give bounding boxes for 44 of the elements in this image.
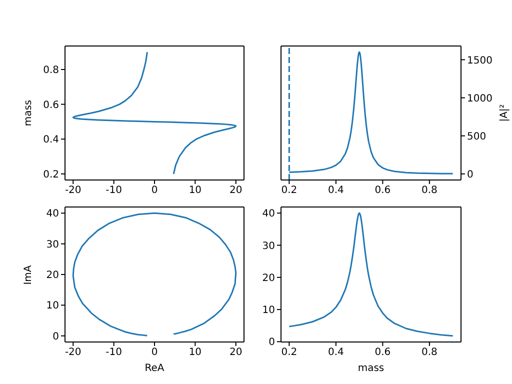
line-series <box>72 51 237 175</box>
x-tick-label: -20 <box>64 185 82 196</box>
y2-tick-label: 1000 <box>467 93 492 104</box>
x-tick-label: 0.2 <box>281 185 298 196</box>
x-tick-label: 0.8 <box>421 185 438 196</box>
y2-tick-label: 0 <box>467 169 474 180</box>
x-tick-label: -10 <box>106 347 122 358</box>
y2-tick-label: 1500 <box>467 55 492 66</box>
x-tick-label: 0.6 <box>374 185 391 196</box>
x-tick-label: -20 <box>64 347 82 358</box>
x-tick-label: 0.4 <box>328 185 344 196</box>
y-tick-label: 10 <box>262 305 275 316</box>
y-tick-label: 20 <box>46 270 59 282</box>
x-tick-label: 20 <box>229 347 242 358</box>
y-tick-label: 0.4 <box>43 134 59 146</box>
y-tick-label: 40 <box>262 208 275 220</box>
y-tick-label: 0 <box>52 331 59 342</box>
y2-tick-label: 500 <box>467 131 486 142</box>
x-tick-label: 0 <box>151 185 158 196</box>
x-tick-label: 0.2 <box>281 347 298 358</box>
y-tick-label: 0.6 <box>43 100 59 111</box>
y-tick-label: 20 <box>262 272 275 284</box>
y2-axis-title: |A|² <box>499 104 511 122</box>
y-tick-label: 40 <box>46 208 59 220</box>
y-tick-label: 0.2 <box>43 169 59 180</box>
x-tick-label: 0 <box>151 347 158 358</box>
x-axis-title: ReA <box>144 363 164 375</box>
x-tick-label: 0.8 <box>421 347 438 358</box>
y-tick-label: 0 <box>268 337 275 348</box>
line-series <box>288 212 454 337</box>
y-axis-title: mass <box>23 100 35 126</box>
x-tick-label: 10 <box>188 185 202 196</box>
x-axis-title: mass <box>358 363 384 375</box>
y-axis-title: ImA <box>23 264 35 284</box>
x-tick-label: 20 <box>229 185 242 196</box>
y-tick-label: 10 <box>46 300 59 312</box>
line-series <box>72 212 237 336</box>
y-tick-label: 30 <box>262 240 275 252</box>
x-tick-label: -10 <box>106 185 122 196</box>
y-tick-label: 0.8 <box>43 65 59 76</box>
x-tick-label: 0.4 <box>328 347 344 358</box>
y-tick-label: 30 <box>46 239 59 250</box>
x-tick-label: 10 <box>188 347 202 358</box>
x-tick-label: 0.6 <box>374 347 391 358</box>
